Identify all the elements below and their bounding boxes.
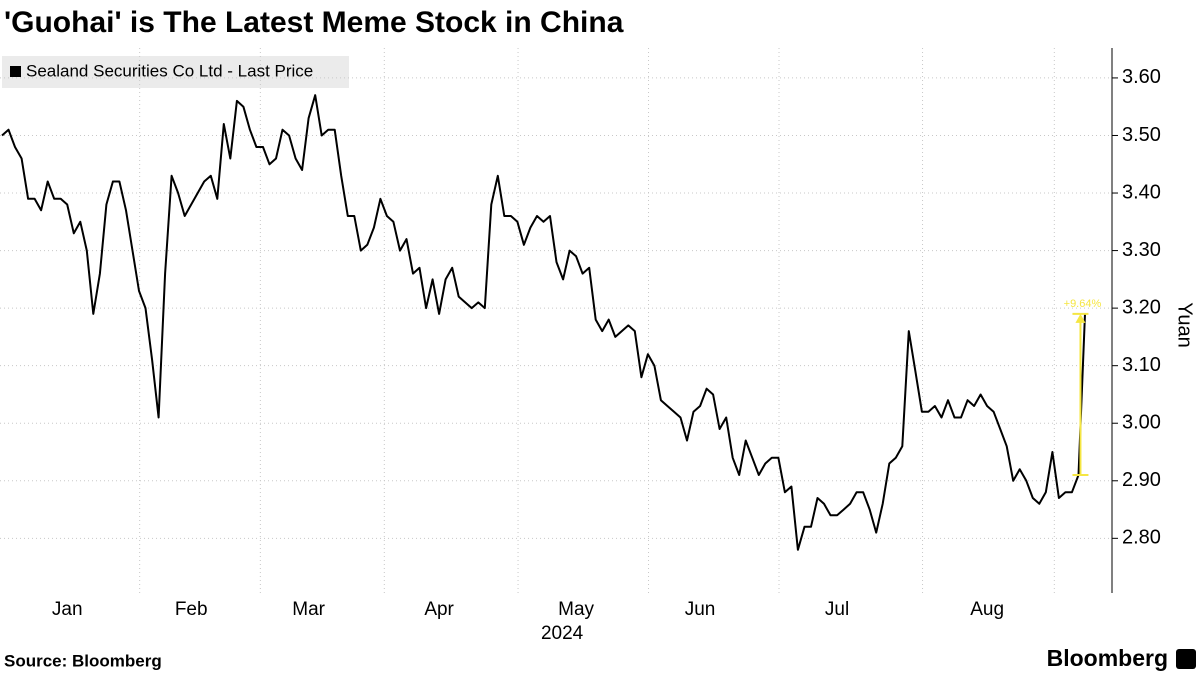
- y-tick-label: 3.40: [1122, 181, 1161, 203]
- legend-box: [2, 56, 349, 88]
- annotation-head: [1075, 313, 1086, 323]
- x-tick-label: Feb: [175, 599, 208, 620]
- x-tick-label: May: [558, 599, 594, 620]
- y-tick-label: 3.10: [1122, 354, 1161, 376]
- price-line: [1, 94, 1086, 551]
- y-tick-label: 3.60: [1122, 66, 1161, 88]
- source: Source: Bloomberg: [4, 651, 162, 670]
- brand: Bloomberg: [1047, 645, 1168, 671]
- annotation-label: +9.64%: [1064, 298, 1102, 310]
- y-axis-label: Yuan: [1174, 302, 1196, 348]
- y-tick-label: 2.90: [1122, 469, 1161, 491]
- x-tick-label: Aug: [970, 599, 1004, 620]
- x-tick-label: Jul: [825, 599, 849, 620]
- legend-label: Sealand Securities Co Ltd - Last Price: [26, 61, 313, 80]
- y-tick-label: 3.50: [1122, 124, 1161, 146]
- chart-title: 'Guohai' is The Latest Meme Stock in Chi…: [4, 6, 624, 39]
- y-tick-label: 3.30: [1122, 239, 1161, 261]
- legend-swatch: [10, 66, 21, 77]
- x-tick-label: Jun: [685, 599, 716, 620]
- x-tick-label: Mar: [292, 599, 325, 620]
- x-axis-label: 2024: [541, 623, 584, 644]
- y-tick-label: 2.80: [1122, 527, 1161, 549]
- y-tick-label: 3.00: [1122, 412, 1161, 434]
- x-tick-label: Apr: [424, 599, 454, 620]
- x-tick-label: Jan: [52, 599, 83, 620]
- brand-icon: [1176, 649, 1196, 669]
- y-tick-label: 3.20: [1122, 296, 1161, 318]
